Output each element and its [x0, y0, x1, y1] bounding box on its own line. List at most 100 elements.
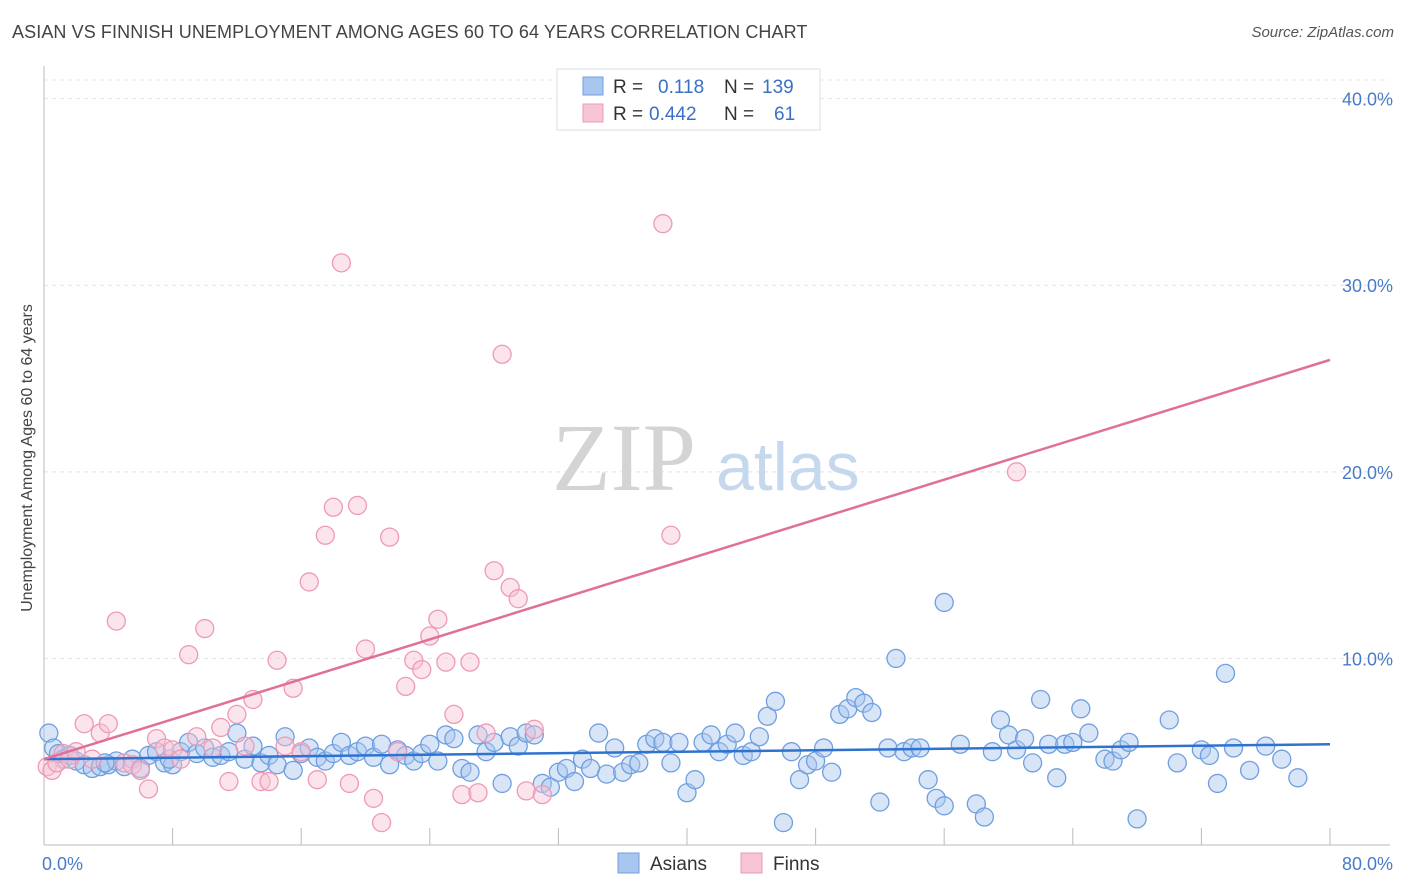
data-point-finns	[428, 609, 448, 629]
data-point-asians	[998, 725, 1019, 745]
data-point-finns	[331, 253, 352, 273]
data-point-finns	[476, 723, 496, 743]
data-point-asians	[822, 762, 842, 782]
data-point-asians	[685, 770, 705, 790]
data-point-finns	[195, 618, 215, 639]
data-point-finns	[307, 770, 327, 790]
data-point-asians	[653, 732, 673, 753]
data-point-finns	[98, 714, 118, 734]
data-point-finns	[1006, 462, 1027, 482]
data-point-asians	[460, 762, 480, 782]
data-point-finns	[106, 611, 126, 631]
data-point-asians	[605, 738, 625, 758]
data-point-asians	[878, 738, 898, 758]
stats-asians-r-value: 0.118	[658, 77, 704, 98]
chart-source: Source: ZipAtlas.com	[1251, 24, 1394, 41]
data-point-asians	[870, 792, 890, 812]
data-point-asians	[862, 702, 882, 723]
data-point-asians	[813, 738, 834, 758]
data-point-asians	[1127, 809, 1147, 829]
y-tick-label: 10.0%	[1342, 649, 1393, 669]
y-tick-label: 40.0%	[1342, 90, 1393, 110]
data-point-finns	[492, 344, 512, 364]
data-point-asians	[564, 771, 585, 792]
x-tick-label-min: 0.0%	[42, 854, 83, 874]
data-point-finns	[315, 525, 335, 545]
y-tick-labels: 10.0% 20.0% 30.0% 40.0%	[1342, 90, 1393, 670]
data-point-finns	[299, 572, 319, 592]
data-point-asians	[950, 734, 970, 754]
data-point-asians	[1022, 753, 1043, 773]
data-point-finns	[227, 704, 247, 725]
data-point-finns	[291, 742, 311, 762]
data-point-finns	[187, 727, 207, 747]
data-point-finns	[436, 652, 456, 672]
data-point-asians	[773, 812, 794, 833]
data-point-finns	[323, 497, 344, 517]
data-point-asians	[1014, 728, 1035, 749]
data-point-finns	[468, 783, 488, 803]
data-point-finns	[219, 771, 239, 792]
x-tick-labels: 0.0% 80.0%	[42, 854, 1393, 874]
data-point-finns	[412, 659, 432, 680]
watermark: ZIP atlas	[552, 404, 860, 511]
data-point-finns	[484, 561, 504, 581]
data-point-asians	[1055, 734, 1075, 754]
x-tick-label-max: 80.0%	[1342, 854, 1393, 874]
stats-finns-r-value: 0.442	[649, 104, 697, 125]
data-point-asians	[1207, 773, 1228, 794]
data-point-finns	[170, 749, 191, 769]
data-point-asians	[1119, 732, 1139, 753]
data-point-asians	[1272, 749, 1292, 769]
data-point-asians	[621, 755, 641, 775]
data-point-asians	[990, 710, 1011, 730]
data-point-asians	[1063, 732, 1083, 753]
data-point-asians	[1047, 768, 1067, 788]
data-point-asians	[404, 751, 424, 771]
data-point-finns	[532, 784, 552, 805]
data-point-asians	[789, 770, 810, 790]
stats-legend-swatch-asians	[582, 76, 604, 96]
data-point-finns	[355, 639, 376, 659]
data-point-asians	[588, 723, 609, 743]
data-point-asians	[934, 592, 954, 613]
data-point-finns	[74, 714, 94, 734]
axes	[43, 66, 1390, 846]
data-point-finns	[500, 577, 520, 598]
data-point-finns	[661, 525, 681, 545]
data-point-finns	[516, 781, 536, 801]
data-point-asians	[1167, 753, 1187, 773]
data-point-asians	[1223, 738, 1244, 758]
stats-asians-n-value: 139	[762, 77, 794, 98]
data-point-asians	[1039, 734, 1059, 754]
data-point-asians	[661, 753, 681, 773]
y-tick-label: 30.0%	[1342, 276, 1393, 296]
data-point-asians	[757, 706, 778, 726]
data-point-finns	[396, 676, 416, 697]
data-point-asians	[428, 751, 448, 771]
data-point-finns	[179, 645, 199, 665]
legend-label-finns: Finns	[773, 854, 819, 875]
data-point-asians	[371, 734, 392, 754]
data-point-finns	[460, 652, 480, 672]
stats-legend-swatch-finns	[582, 103, 604, 123]
stats-finns-n-label: N =	[724, 104, 754, 125]
data-point-finns	[235, 736, 255, 756]
stats-asians-n-label: N =	[724, 77, 754, 98]
data-point-finns	[653, 214, 673, 234]
data-point-asians	[982, 742, 1003, 762]
legend-swatch-asians	[617, 852, 640, 874]
data-point-asians	[717, 734, 737, 754]
legend-swatch-finns	[740, 852, 763, 874]
watermark-zip: ZIP	[552, 404, 696, 511]
data-point-finns	[508, 589, 528, 609]
data-point-finns	[524, 719, 544, 739]
data-point-asians	[1095, 749, 1115, 769]
data-point-asians	[1159, 710, 1179, 730]
data-point-finns	[339, 773, 360, 794]
data-point-finns	[203, 738, 223, 758]
data-point-asians	[251, 753, 271, 773]
data-point-asians	[1006, 740, 1027, 760]
data-point-asians	[596, 764, 617, 784]
